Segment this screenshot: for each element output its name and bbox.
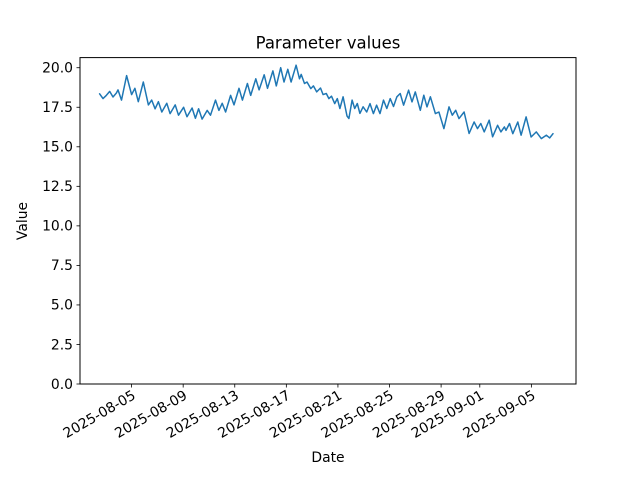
data-series-line <box>98 64 554 140</box>
x-axis-label: Date <box>311 450 344 466</box>
y-tick-label: 5.0 <box>51 298 73 314</box>
chart-title: Parameter values <box>256 34 401 53</box>
y-axis-label: Value <box>15 202 31 240</box>
x-axis-ticks: 2025-08-052025-08-092025-08-132025-08-17… <box>61 384 538 442</box>
y-tick-label: 20.0 <box>42 61 73 77</box>
y-tick-label: 7.5 <box>51 258 73 274</box>
y-tick-label: 0.0 <box>51 377 73 393</box>
y-tick-label: 10.0 <box>42 219 73 235</box>
y-axis-ticks: 0.0 2.5 5.0 7.5 10.0 12.5 15.0 17.5 20.0 <box>42 61 80 393</box>
y-tick-label: 17.5 <box>42 100 73 116</box>
plot-border <box>79 57 577 385</box>
y-tick-label: 15.0 <box>42 140 73 156</box>
data-series-group <box>98 64 554 140</box>
y-tick-label: 2.5 <box>51 337 73 353</box>
y-tick-label: 12.5 <box>42 179 73 195</box>
